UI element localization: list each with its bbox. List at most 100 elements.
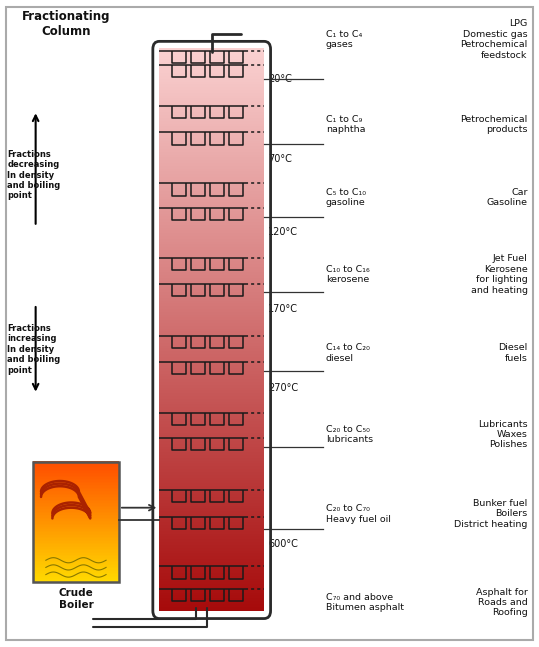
Bar — [160, 247, 264, 251]
Bar — [33, 498, 119, 501]
Bar — [160, 514, 264, 518]
Text: Jet Fuel
Kerosene
for lighting
and heating: Jet Fuel Kerosene for lighting and heati… — [471, 254, 528, 294]
Bar — [160, 109, 264, 114]
Bar — [33, 492, 119, 495]
Bar — [160, 551, 264, 554]
Bar — [160, 261, 264, 265]
Bar — [160, 205, 264, 209]
Text: C₅ to C₁₀
gasoline: C₅ to C₁₀ gasoline — [326, 188, 366, 207]
Bar — [160, 289, 264, 294]
Bar — [160, 239, 264, 243]
Bar — [160, 531, 264, 535]
Bar — [160, 578, 264, 583]
Bar — [160, 545, 264, 549]
Bar — [160, 511, 264, 515]
Bar — [160, 607, 264, 611]
Bar — [160, 174, 264, 179]
Bar — [33, 569, 119, 571]
Bar — [33, 522, 119, 525]
Bar — [160, 472, 264, 476]
Bar — [160, 396, 264, 400]
Bar — [33, 570, 119, 573]
Text: Car
Gasoline: Car Gasoline — [487, 188, 528, 207]
Text: Asphalt for
Roads and
Roofing: Asphalt for Roads and Roofing — [476, 587, 528, 617]
Bar — [160, 379, 264, 383]
Bar — [160, 129, 264, 133]
Bar — [33, 556, 119, 560]
Bar — [160, 410, 264, 414]
Bar — [160, 149, 264, 153]
Bar — [33, 520, 119, 522]
Bar — [160, 233, 264, 237]
Bar — [33, 560, 119, 562]
Bar — [33, 555, 119, 558]
Bar — [160, 126, 264, 131]
Bar — [160, 424, 264, 428]
Bar — [160, 509, 264, 512]
Bar — [160, 326, 264, 330]
Bar — [160, 461, 264, 465]
Text: Petrochemical
products: Petrochemical products — [460, 115, 528, 135]
Bar — [160, 303, 264, 307]
Bar — [160, 320, 264, 324]
Bar — [160, 115, 264, 119]
Bar — [160, 427, 264, 431]
Bar — [160, 67, 264, 72]
Bar — [160, 186, 264, 190]
Bar — [160, 433, 264, 437]
Bar — [33, 476, 119, 479]
Bar — [160, 306, 264, 311]
Bar — [160, 570, 264, 575]
Bar — [160, 399, 264, 403]
Text: C₁₄ to C₂₀
diesel: C₁₄ to C₂₀ diesel — [326, 344, 370, 363]
Bar — [33, 539, 119, 542]
Bar — [160, 96, 264, 100]
Bar — [33, 521, 119, 523]
Bar — [160, 143, 264, 148]
Bar — [160, 323, 264, 327]
Bar — [33, 551, 119, 553]
Bar — [160, 169, 264, 173]
Bar — [33, 485, 119, 488]
Bar — [160, 73, 264, 77]
Text: 120°C: 120°C — [268, 228, 299, 237]
Bar — [160, 272, 264, 277]
Bar — [33, 576, 119, 579]
Bar — [160, 368, 264, 372]
Bar — [160, 253, 264, 257]
Bar — [33, 482, 119, 485]
Bar — [160, 281, 264, 285]
Bar — [160, 84, 264, 89]
Bar — [33, 474, 119, 477]
Bar — [160, 199, 264, 204]
Bar — [160, 258, 264, 263]
Bar — [33, 528, 119, 531]
Bar — [160, 166, 264, 170]
Bar — [160, 340, 264, 344]
Bar — [160, 402, 264, 406]
Bar — [160, 536, 264, 541]
Bar — [33, 494, 119, 497]
Bar — [160, 295, 264, 299]
Bar — [160, 419, 264, 422]
Bar — [160, 430, 264, 434]
Bar — [160, 593, 264, 597]
Bar — [160, 241, 264, 246]
Bar — [160, 522, 264, 527]
Text: C₁ to C₄
gases: C₁ to C₄ gases — [326, 30, 362, 49]
Bar — [33, 575, 119, 577]
Bar — [160, 191, 264, 195]
Bar — [33, 518, 119, 521]
Text: Fractions
increasing
In density
and boiling
point: Fractions increasing In density and boil… — [7, 324, 60, 375]
Bar — [160, 180, 264, 184]
Bar — [160, 160, 264, 164]
Bar — [160, 500, 264, 504]
Bar — [160, 455, 264, 459]
Bar — [160, 334, 264, 338]
Bar — [33, 465, 119, 468]
Bar — [160, 309, 264, 313]
Bar — [160, 469, 264, 473]
Bar — [33, 503, 119, 505]
Bar — [160, 140, 264, 144]
Text: C₁₀ to C₁₆
kerosene: C₁₀ to C₁₆ kerosene — [326, 265, 370, 284]
